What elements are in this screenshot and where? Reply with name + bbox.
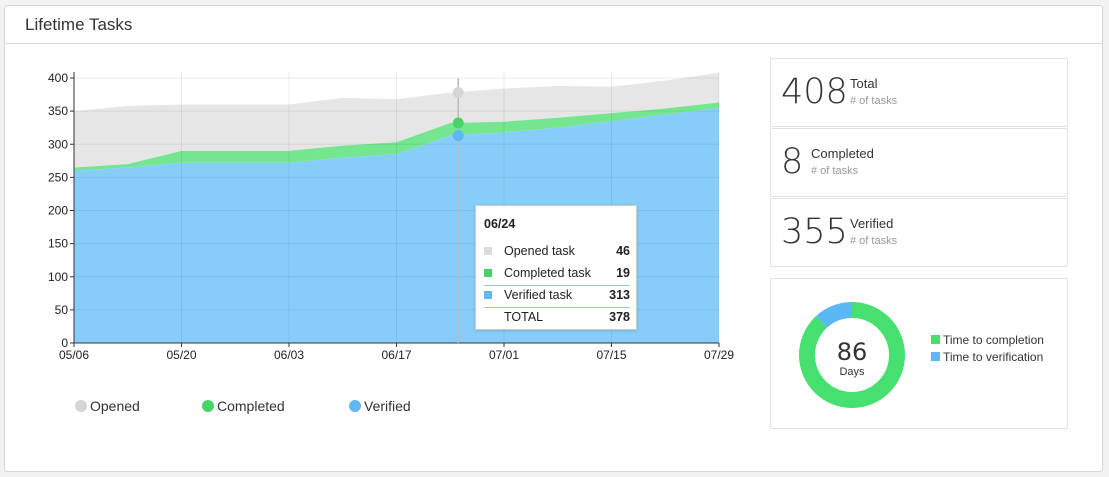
y-tick-label: 100 xyxy=(48,270,68,284)
x-tick-label: 06/17 xyxy=(381,348,411,362)
verified-title: Verified xyxy=(850,216,894,231)
tooltip-row-verified: Verified task 313 xyxy=(484,286,630,304)
legend-opened-label: Opened xyxy=(90,398,140,414)
x-tick-label: 07/01 xyxy=(489,348,519,362)
chart-tooltip: 06/24 Opened task 46 Completed task 19 V… xyxy=(475,205,637,330)
y-tick-label: 50 xyxy=(55,303,69,317)
verified-dot-icon xyxy=(349,400,361,412)
verified-value: 355 xyxy=(781,212,848,252)
verified-stat-card: 355 Verified # of tasks xyxy=(770,198,1068,267)
x-tick-label: 07/15 xyxy=(596,348,626,362)
donut-legend-completion[interactable]: Time to completion xyxy=(931,331,1044,348)
y-tick-label: 200 xyxy=(48,204,68,218)
tooltip-date: 06/24 xyxy=(484,217,516,231)
opened-swatch xyxy=(484,247,492,255)
completed-title: Completed xyxy=(811,146,874,161)
verification-swatch xyxy=(931,352,940,361)
hover-point-opened xyxy=(452,87,464,99)
total-sub: # of tasks xyxy=(850,95,898,107)
tooltip-separator xyxy=(484,285,630,286)
tooltip-row-opened: Opened task 46 xyxy=(484,242,630,260)
tooltip-opened-label: Opened task xyxy=(504,244,575,258)
x-tick-label: 05/06 xyxy=(59,348,89,362)
y-tick-label: 0 xyxy=(61,336,68,350)
donut-legend-completion-label: Time to completion xyxy=(943,332,1044,347)
completed-sub: # of tasks xyxy=(811,165,859,177)
time-donut-card: 86 Days Time to completion Time to verifi… xyxy=(770,278,1068,429)
total-value: 408 xyxy=(781,72,848,112)
completed-dot-icon xyxy=(202,400,214,412)
donut-value: 86 xyxy=(837,338,868,366)
tooltip-row-completed: Completed task 19 xyxy=(484,264,630,282)
tooltip-opened-value: 46 xyxy=(616,244,630,258)
x-tick-label: 07/29 xyxy=(704,348,734,362)
opened-dot-icon xyxy=(75,400,87,412)
verified-sub: # of tasks xyxy=(850,235,898,247)
y-tick-label: 400 xyxy=(48,71,68,85)
verified-swatch xyxy=(484,291,492,299)
hover-point-verified xyxy=(452,130,464,142)
legend-completed-label: Completed xyxy=(217,398,285,414)
hover-point-completed xyxy=(452,117,464,129)
completed-stat-card: 8 Completed # of tasks xyxy=(770,128,1068,197)
x-tick-label: 06/03 xyxy=(274,348,304,362)
tooltip-separator xyxy=(484,307,630,308)
area-opened xyxy=(74,72,719,168)
legend-item-opened[interactable]: Opened xyxy=(75,398,140,414)
tooltip-verified-label: Verified task xyxy=(504,288,573,302)
tooltip-total-label: TOTAL xyxy=(504,310,544,324)
donut-unit: Days xyxy=(839,366,865,378)
donut-legend: Time to completion Time to verification xyxy=(931,331,1044,365)
donut-legend-verification[interactable]: Time to verification xyxy=(931,348,1044,365)
legend-item-completed[interactable]: Completed xyxy=(202,398,285,414)
x-tick-label: 05/20 xyxy=(166,348,196,362)
total-stat-card: 408 Total # of tasks xyxy=(770,58,1068,127)
donut-legend-verification-label: Time to verification xyxy=(943,349,1044,364)
completed-swatch xyxy=(484,269,492,277)
y-tick-label: 350 xyxy=(48,104,68,118)
completion-swatch xyxy=(931,335,940,344)
completed-value: 8 xyxy=(781,142,804,182)
y-tick-label: 250 xyxy=(48,170,68,184)
donut-slice[interactable] xyxy=(799,302,905,408)
tooltip-row-total: TOTAL 378 xyxy=(484,308,630,326)
legend-item-verified[interactable]: Verified xyxy=(349,398,411,414)
panel-title: Lifetime Tasks xyxy=(5,6,1102,44)
total-title: Total xyxy=(850,76,878,91)
legend-verified-label: Verified xyxy=(364,398,411,414)
tooltip-completed-value: 19 xyxy=(616,266,630,280)
tooltip-verified-value: 313 xyxy=(609,288,630,302)
y-tick-label: 150 xyxy=(48,237,68,251)
tooltip-total-value: 378 xyxy=(609,310,630,324)
area-completed xyxy=(74,102,719,171)
y-tick-label: 300 xyxy=(48,137,68,151)
tooltip-completed-label: Completed task xyxy=(504,266,591,280)
